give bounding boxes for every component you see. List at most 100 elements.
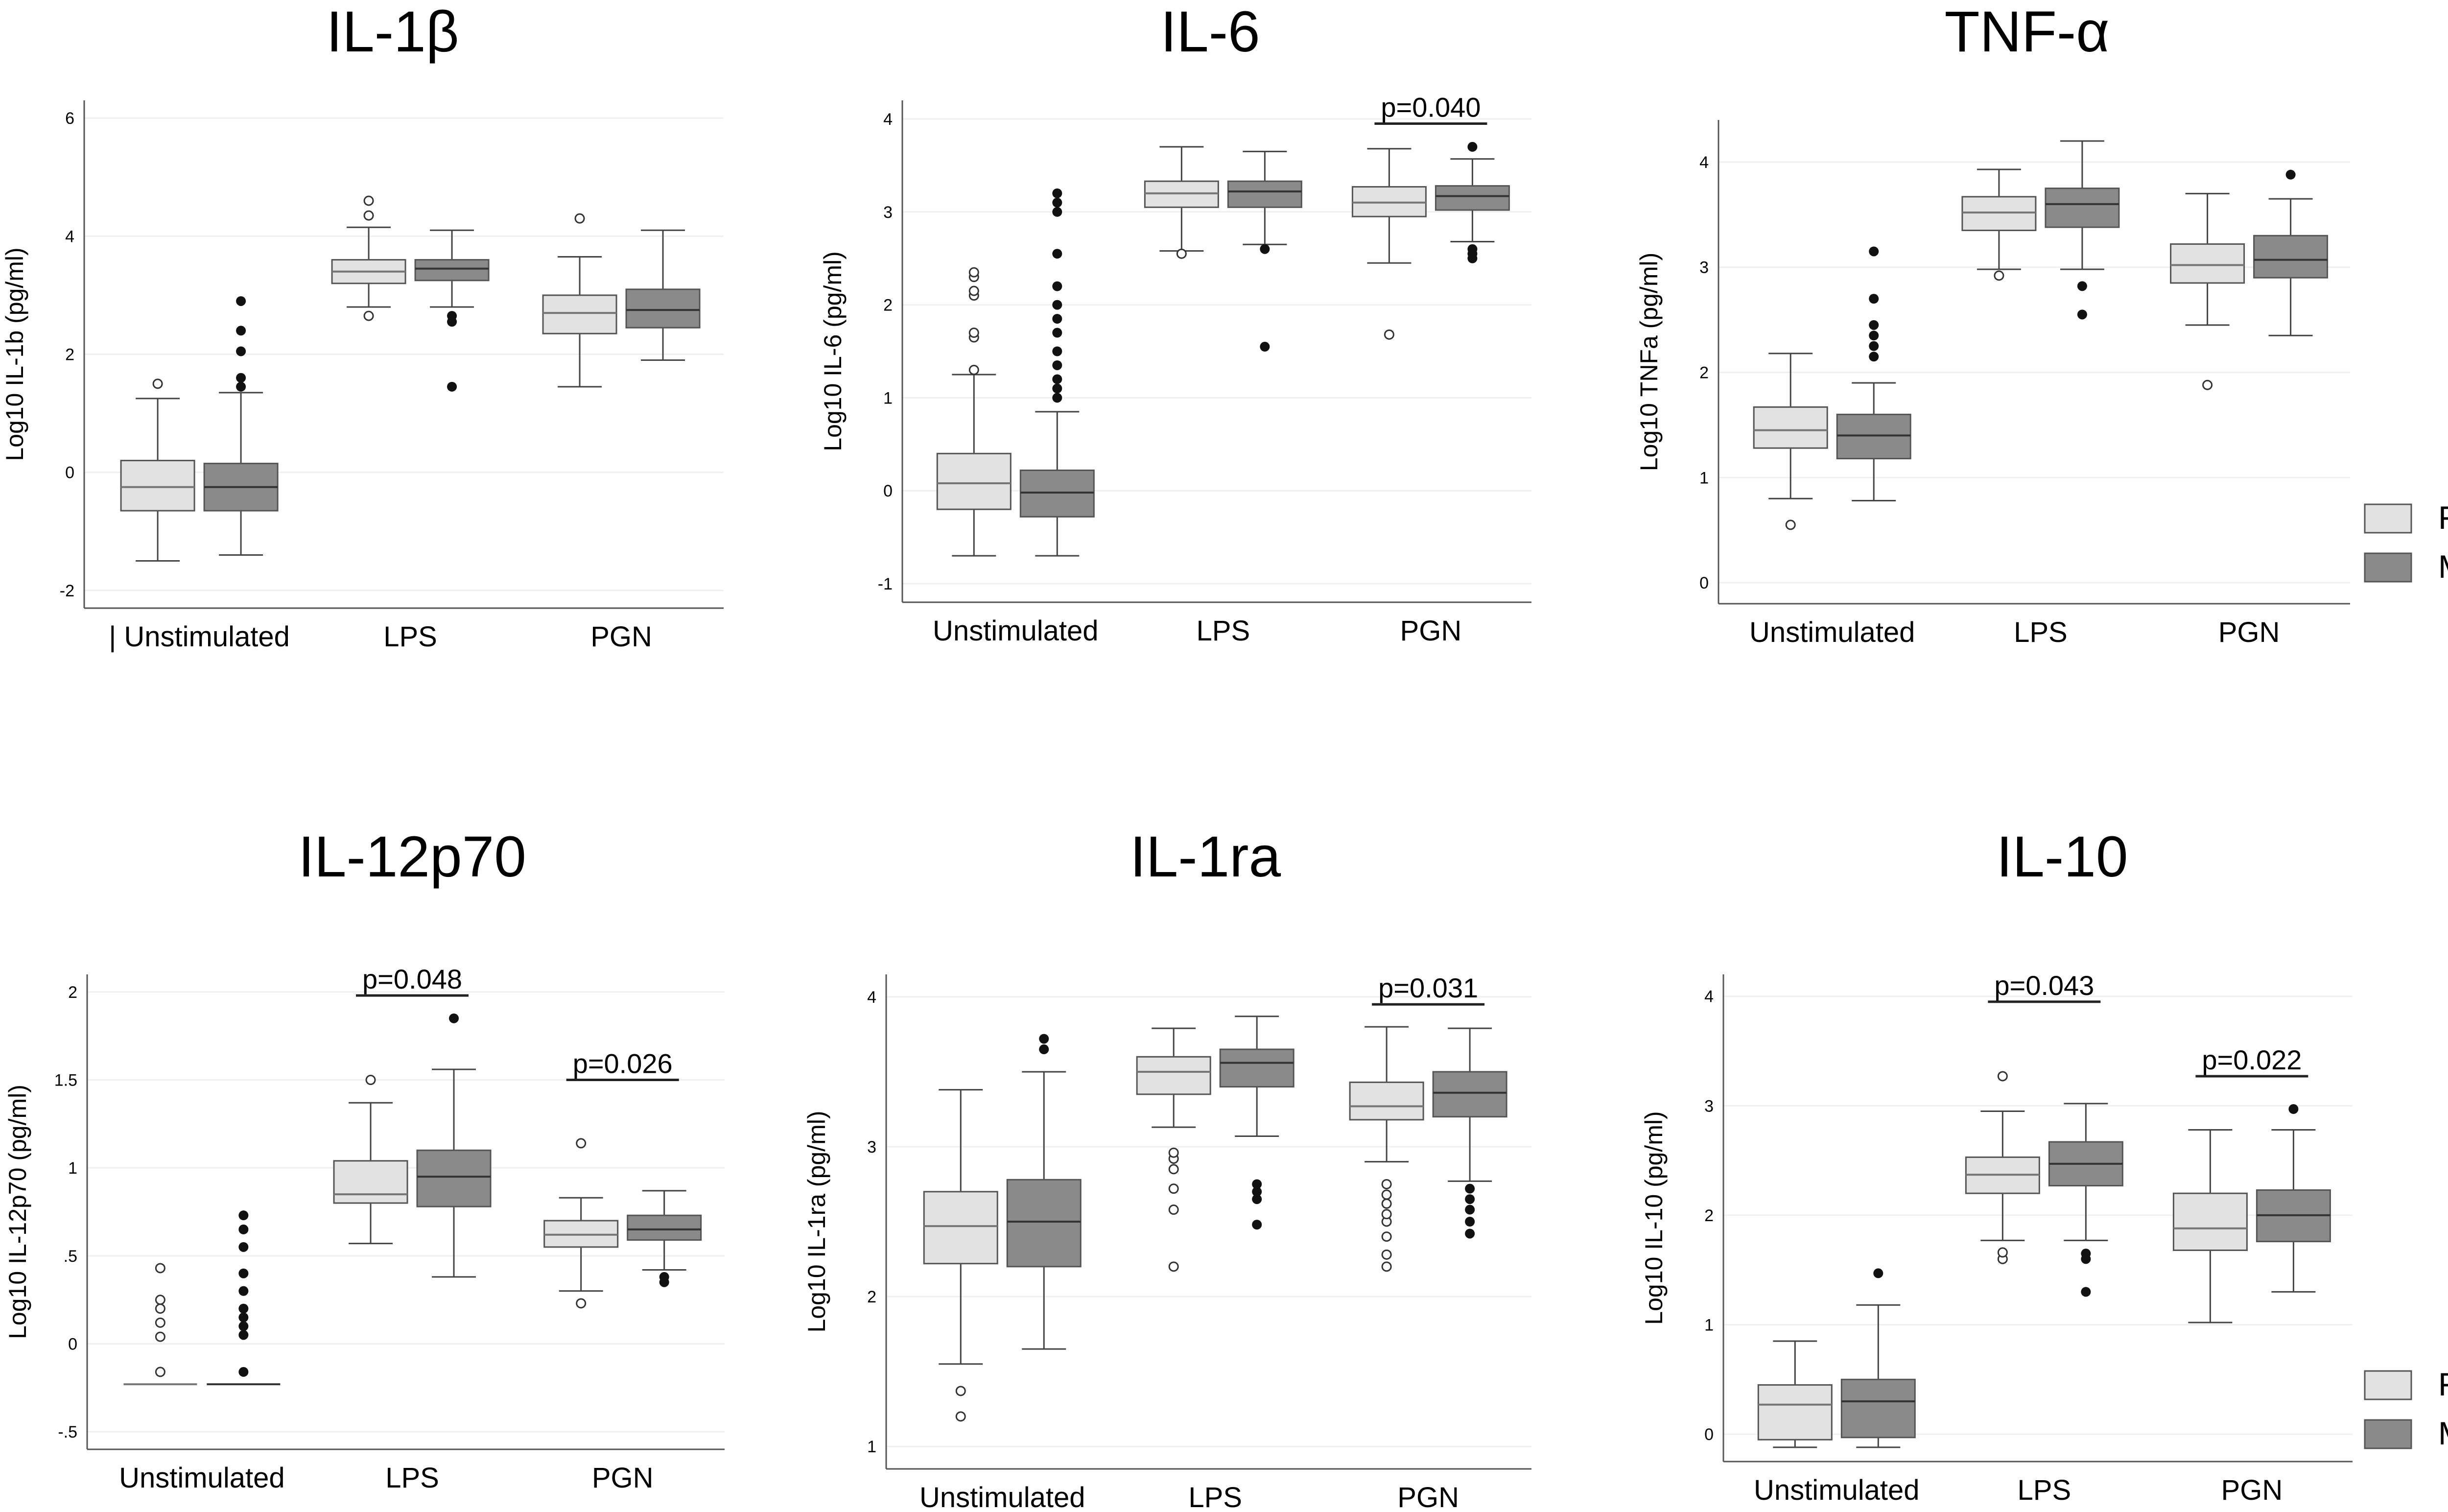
legend-swatch-female	[2364, 1370, 2412, 1400]
outlier-point	[238, 1210, 249, 1221]
outlier-point	[238, 1224, 249, 1234]
outlier-point	[955, 1386, 966, 1396]
box-iqr	[1219, 1048, 1295, 1088]
p-value-label: p=0.040	[1381, 92, 1481, 122]
outlier-point	[1997, 1071, 2008, 1082]
panel-title: IL-10	[1997, 825, 2128, 889]
y-axis-label: Log10 IL-12p70 (pg/ml)	[4, 1085, 31, 1339]
outlier-point	[1260, 244, 1270, 254]
outlier-point	[1997, 1247, 2008, 1258]
x-tick-label: LPS	[383, 621, 437, 653]
y-tick-label: 0	[1704, 1425, 1714, 1444]
outlier-point	[1052, 383, 1062, 394]
box-male-lps	[1219, 1016, 1295, 1230]
outlier-point	[1869, 341, 1879, 351]
x-tick-label: Unstimulated	[919, 1482, 1085, 1512]
y-tick-label: 0	[65, 464, 74, 482]
box-iqr	[333, 1160, 408, 1204]
outlier-point	[1168, 1164, 1179, 1175]
outlier-point	[1873, 1268, 1883, 1278]
box-male-pgn	[1432, 1027, 1507, 1239]
x-tick-label: LPS	[2018, 1474, 2071, 1506]
box-male-lps	[2045, 140, 2120, 320]
box-female-unstimulated	[123, 1263, 197, 1386]
outlier-point	[1869, 246, 1879, 257]
box-female-pgn	[2170, 192, 2245, 390]
y-tick-label: -2	[60, 582, 74, 600]
box-male-pgn	[2253, 169, 2329, 336]
outlier-point	[1039, 1034, 1049, 1044]
box-male-unstimulated	[1840, 1268, 1916, 1448]
y-tick-label: 2	[1699, 363, 1709, 382]
outlier-point	[1052, 207, 1062, 217]
p-value-label: p=0.026	[573, 1048, 673, 1079]
outlier-point	[155, 1303, 165, 1314]
x-tick-label: Unstimulated	[1754, 1474, 1919, 1506]
box-female-pgn	[1349, 1026, 1424, 1272]
outlier-point	[238, 1303, 249, 1314]
box-iqr	[1435, 185, 1510, 211]
x-tick-label: Unstimulated	[1749, 616, 1915, 648]
box-female-pgn	[1351, 148, 1427, 340]
box-iqr	[2253, 235, 2329, 279]
outlier-point	[155, 1331, 165, 1342]
x-tick-label: LPS	[385, 1462, 439, 1494]
box-iqr	[2045, 188, 2120, 228]
outlier-point	[155, 1367, 165, 1377]
y-axis-label: Log10 IL-1b (pg/ml)	[1, 247, 28, 461]
outlier-point	[1467, 244, 1478, 254]
y-axis-label: Log10 IL-1ra (pg/ml)	[803, 1110, 830, 1332]
outlier-point	[576, 1138, 587, 1149]
box-iqr	[1757, 1384, 1833, 1441]
legend-swatch-male	[2364, 1419, 2412, 1449]
outlier-point	[659, 1272, 669, 1282]
outlier-point	[236, 373, 246, 383]
box-iqr	[1006, 1179, 1082, 1268]
box-female-lps	[1965, 1071, 2040, 1264]
outlier-point	[968, 285, 979, 296]
outlier-point	[1052, 346, 1062, 356]
outlier-point	[1381, 1189, 1392, 1200]
box-iqr	[120, 460, 195, 512]
legend-label-male: Male	[2438, 548, 2448, 585]
legend-label-male: Male	[2438, 1415, 2448, 1451]
y-tick-label: 3	[1704, 1097, 1714, 1115]
y-tick-label: 2	[1704, 1206, 1714, 1225]
box-iqr	[923, 1191, 998, 1265]
outlier-point	[1381, 1261, 1392, 1272]
box-male-lps	[2048, 1103, 2123, 1297]
y-tick-label: 1.5	[54, 1071, 77, 1090]
x-tick-label: PGN	[1400, 615, 1462, 647]
box-female-unstimulated	[923, 1089, 998, 1422]
y-tick-label: -1	[878, 575, 893, 593]
y-tick-label: 0	[883, 482, 893, 500]
outlier-point	[1381, 1249, 1392, 1260]
box-iqr	[625, 288, 701, 329]
y-tick-label: 2	[65, 346, 74, 364]
outlier-point	[1252, 1220, 1262, 1230]
y-tick-label: 2	[883, 296, 893, 315]
box-male-pgn	[2256, 1104, 2331, 1293]
legend-label-female: Female	[2438, 499, 2448, 536]
box-male-unstimulated	[1019, 188, 1095, 557]
outlier-point	[155, 1295, 165, 1305]
outlier-point	[236, 346, 246, 356]
box-iqr	[1961, 196, 2037, 232]
y-tick-label: 2	[68, 983, 77, 1002]
outlier-point	[238, 1321, 249, 1331]
outlier-point	[1381, 1179, 1392, 1189]
legend-label-female: Female	[2438, 1366, 2448, 1402]
y-tick-label: 6	[65, 109, 74, 128]
x-tick-label: PGN	[2218, 616, 2280, 648]
outlier-point	[155, 1317, 165, 1328]
box-female-unstimulated	[1757, 1340, 1833, 1448]
x-tick-label: PGN	[592, 1462, 654, 1494]
outlier-point	[2077, 281, 2087, 291]
panel-5: IL-10 0 1 2 3 4 Log10 IL-10 (pg/ml) Unstimulate…	[1640, 825, 2353, 1506]
box-iqr	[414, 259, 490, 282]
outlier-point	[1465, 1228, 1475, 1239]
y-tick-label: 4	[1699, 153, 1709, 172]
y-tick-label: 1	[68, 1159, 77, 1178]
y-tick-label: -.5	[58, 1423, 77, 1441]
y-tick-label: 3	[883, 203, 893, 222]
